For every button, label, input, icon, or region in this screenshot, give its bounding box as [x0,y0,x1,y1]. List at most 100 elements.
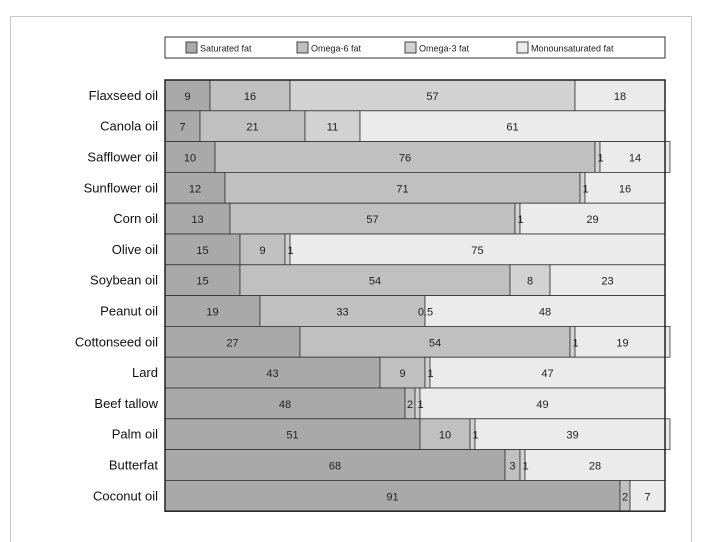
bar-value-label: 0.5 [418,307,433,319]
bar-value-label: 7 [179,122,185,134]
bar-segment-saturated-fat [164,418,421,450]
bar-segment-saturated-fat [164,387,406,420]
bar-value-label: 39 [566,430,578,442]
bar-segment-monounsaturated-fat [584,171,666,204]
bar-segment-monounsaturated-fat [549,264,666,296]
category-label-sunflower-oil: Sunflower oil [84,180,159,195]
bar-value-label: 8 [527,276,533,288]
bar-value-label: 19 [206,307,218,319]
bar-value-label: 15 [196,276,208,288]
bar-value-label: 9 [399,368,405,380]
bar-value-label: 1 [597,153,603,165]
bar-value-label: 9 [184,91,190,103]
category-label-lard: Lard [132,365,158,380]
bar-segment-saturated-fat [164,79,211,112]
category-label-safflower-oil: Safflower oil [87,150,158,165]
bar-value-label: 11 [327,122,338,134]
plot-frame [164,79,666,512]
bar-value-label: 54 [429,337,441,349]
bar-value-label: 23 [601,276,613,288]
category-labels: Flaxseed oil Canola oil Safflower oil Sunfl… [75,88,159,503]
bar-value-label: 68 [329,461,341,473]
bar-segment-saturated-fat [164,295,261,327]
category-label-peanut-oil: Peanut oil [100,304,158,319]
bar-segment-monounsaturated-fat [474,418,671,450]
bar-value-label: 21 [246,122,258,134]
bar-value-label: 19 [616,337,628,349]
bar-value-label: 29 [586,214,598,226]
bar-value-label: 47 [541,368,553,380]
bar-value-label: 1 [517,214,523,226]
bar-segment-omega-6-fat [224,171,581,204]
bar-value-label: 1 [582,183,588,195]
category-label-soybean-oil: Soybean oil [90,273,158,288]
bar-segment-monounsaturated-fat [519,202,666,235]
bar-segment-monounsaturated-fat [574,79,666,112]
bar-value-label: 43 [266,368,278,380]
bar-value-label: 18 [614,91,626,103]
bar-value-label: 12 [189,183,201,195]
bar-segment-monounsaturated-fat [599,141,671,173]
category-label-palm-oil: Palm oil [112,427,158,442]
bars [164,79,671,512]
bar-segment-omega-6-fat [379,356,426,389]
legend-label-monounsaturated-fat: Monounsaturated fat [531,44,614,54]
bar-value-label: 33 [336,307,348,319]
bar-value-label: 2 [407,399,413,411]
bar-value-label: 1 [522,461,528,473]
bar-value-label: 16 [619,183,631,195]
bar-value-label: 76 [399,153,411,165]
bar-segment-monounsaturated-fat [629,479,666,512]
bar-value-label: 27 [226,337,238,349]
bar-segment-omega-6-fat [239,233,286,266]
legend-label-omega-6-fat: Omega-6 fat [311,44,362,54]
chart-frame [10,16,692,542]
legend-label-saturated-fat: Saturated fat [200,44,252,54]
bar-value-label: 57 [366,214,378,226]
bar-value-label: 51 [286,430,298,442]
bar-value-label: 14 [629,153,641,165]
bar-value-label: 7 [644,491,650,503]
bar-value-label: 61 [506,122,518,134]
bar-value-label: 57 [426,91,438,103]
bar-value-label: 1 [472,430,478,442]
bar-segment-omega-6-fat [199,110,306,143]
bar-value-label: 48 [539,307,551,319]
category-label-canola-oil: Canola oil [100,119,158,134]
bar-value-label: 71 [396,183,408,195]
bar-segment-saturated-fat [164,202,231,235]
bar-segment-monounsaturated-fat [289,233,666,266]
bar-value-label: 10 [439,430,451,442]
bar-value-label: 13 [191,214,203,226]
bar-segment-saturated-fat [164,479,621,512]
bar-value-label: 54 [369,276,381,288]
legend: Saturated fat Omega-6 fat Omega-3 fat Monou… [164,36,666,59]
legend-swatch-monounsaturated-fat [516,41,529,54]
bar-segment-monounsaturated-fat [429,356,666,389]
bar-value-label: 1 [427,368,433,380]
bar-segment-saturated-fat [164,141,216,173]
bar-value-label: 2 [622,491,628,503]
bar-segment-monounsaturated-fat [419,387,666,420]
legend-label-omega-3-fat: Omega-3 fat [419,44,470,54]
bar-value-label: 49 [536,399,548,411]
legend-swatch-saturated-fat [185,41,198,54]
bar-segment-saturated-fat [164,356,381,389]
legend-swatch-omega-6-fat [296,41,309,54]
bar-value-label: 1 [417,399,423,411]
bar-segment-saturated-fat [164,325,301,358]
category-label-olive-oil: Olive oil [112,242,158,257]
bar-segment-omega-6-fat [214,141,596,173]
legend-swatch-omega-3-fat [404,41,417,54]
category-label-cottonseed-oil: Cottonseed oil [75,334,158,349]
bar-segment-omega-6-fat [229,202,516,235]
bar-value-label: 15 [196,245,208,257]
bar-segment-saturated-fat [164,449,506,481]
bar-value-label: 1 [572,337,578,349]
category-label-beef-tallow: Beef tallow [94,396,158,411]
bar-value-label: 9 [259,245,265,257]
bar-segment-omega-6-fat [299,325,571,358]
